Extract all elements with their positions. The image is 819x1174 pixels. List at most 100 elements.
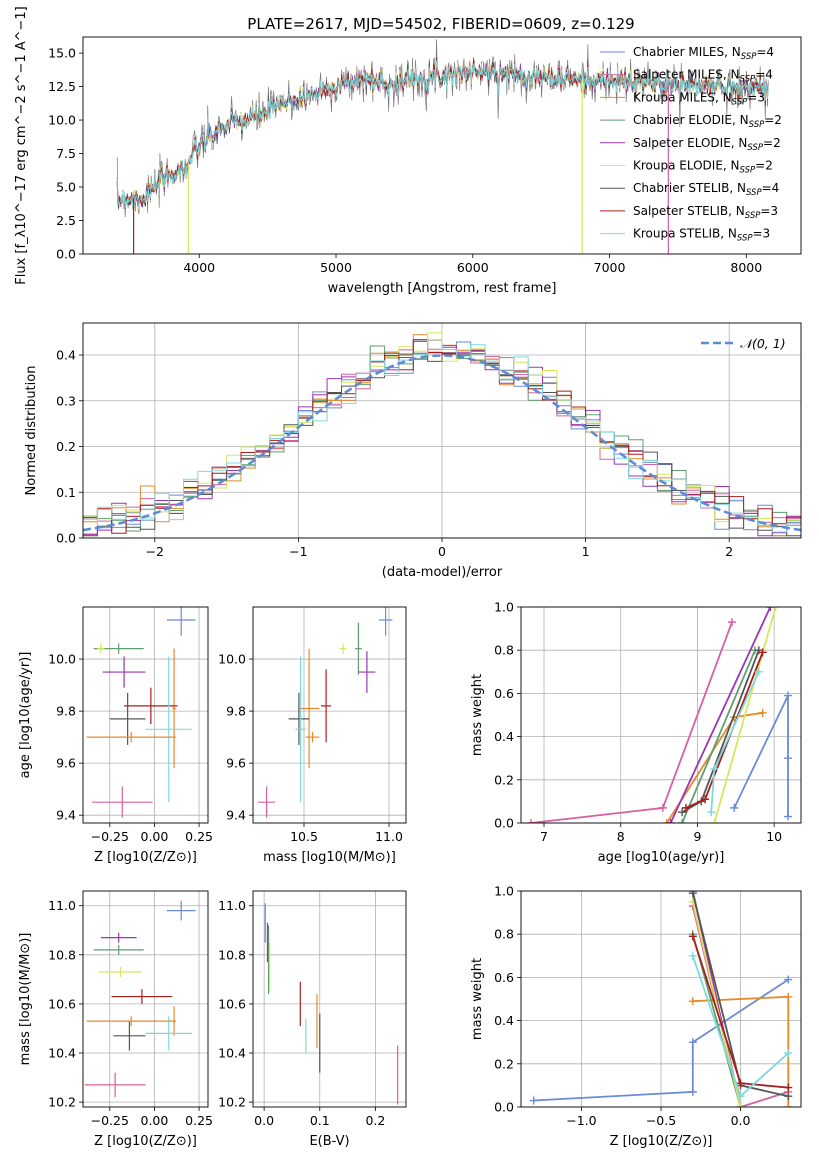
x-tick-label: 0.2: [365, 1113, 385, 1128]
weight-marker: [681, 803, 690, 812]
x-tick-label: 9: [693, 829, 701, 844]
axes-frame: [252, 890, 407, 1108]
y-tick-label: 10.4: [218, 1046, 246, 1061]
axes-frame: [520, 606, 802, 824]
panel-mass_vs_ebv: 0.0 0.1 0.2 10.2 10.4 10.6 10.8 11.0 E(B-V): [218, 890, 407, 1149]
y-tick-label: 0.3: [56, 393, 76, 408]
x-tick-label: 1: [582, 544, 590, 559]
y-tick-label: 0.0: [56, 531, 76, 546]
y-axis-label: mass weight: [470, 958, 485, 1040]
x-tick-label: 10: [766, 829, 782, 844]
weight-marker: [784, 1092, 793, 1101]
axes-frame: [252, 606, 407, 824]
legend-label: Chabrier MILES, NSSP=4: [633, 45, 774, 62]
weight-line-chabrier_miles: [733, 695, 789, 817]
y-tick-label: 15.0: [48, 46, 76, 61]
weight-marker: [736, 1103, 745, 1107]
plot-area: [529, 891, 793, 1107]
y-tick-label: 0.6: [494, 970, 514, 985]
y-tick-label: 10.8: [218, 947, 246, 962]
plot-area: [526, 607, 792, 823]
legend-label: 𝒩(0, 1): [740, 336, 786, 351]
weight-marker: [658, 803, 667, 812]
weight-line-kroupa_elodie: [713, 607, 777, 823]
y-tick-label: 1.0: [494, 600, 514, 615]
y-axis-label: Flux [f_λ10^−17 erg cm^−2 s^−1 A^−1]: [14, 6, 29, 284]
x-tick-label: 10.5: [290, 829, 318, 844]
spectrum-legend: Chabrier MILES, NSSP=4 Salpeter MILES, NS…: [600, 45, 782, 244]
axes-frame: [520, 890, 802, 1108]
y-tick-label: 0.4: [494, 1013, 514, 1028]
plot-area: [84, 900, 196, 1098]
y-tick-label: 10.6: [48, 996, 76, 1011]
legend-label: Kroupa MILES, NSSP=3: [633, 90, 765, 107]
panel-age_vs_mass: 10.5 11.0 9.4 9.6 9.8 10.0 mass [log10(M/M⊙)]: [218, 606, 407, 865]
weight-marker: [758, 708, 767, 717]
y-axis-label: Normed distribution: [24, 366, 39, 496]
x-tick-label: 5000: [320, 260, 352, 275]
x-tick-label: 0.1: [310, 1113, 330, 1128]
weight-line-salpeter_miles: [530, 621, 733, 823]
x-axis-label: age [log10(age/yr)]: [598, 850, 725, 865]
y-tick-label: 10.6: [218, 996, 246, 1011]
weight-marker: [688, 932, 697, 941]
x-axis-label: E(B-V): [309, 1134, 349, 1149]
y-tick-label: 0.8: [494, 643, 514, 658]
panel-weight_vs_Z: −1.0 −0.5 0.0 0.0 0.2 0.4 0.6 0.8 1.0 Z [log10(Z/…: [470, 884, 802, 1149]
weight-line-chabrier_elodie: [681, 649, 756, 823]
y-axis-label: mass [log10(M/M⊙)]: [18, 933, 33, 1066]
y-tick-label: 0.2: [494, 1056, 514, 1071]
plot-area: [264, 903, 399, 1105]
y-tick-label: 11.0: [48, 898, 76, 913]
y-tick-label: 5.0: [56, 180, 76, 195]
weight-marker: [783, 691, 792, 700]
legend-label: Salpeter ELODIE, NSSP=2: [633, 136, 781, 153]
weight-marker: [688, 997, 697, 1006]
weight-marker: [526, 819, 535, 823]
y-tick-label: 0.1: [56, 485, 76, 500]
figure-title: PLATE=2617, MJD=54502, FIBERID=0609, z=0…: [247, 15, 634, 33]
axes-frame: [82, 890, 209, 1108]
weight-marker: [688, 951, 697, 960]
x-tick-label: −0.5: [646, 1113, 676, 1128]
gaussian-curve: [83, 354, 801, 532]
weight-line-chabrier_miles: [533, 978, 789, 1102]
y-tick-label: 9.6: [226, 756, 246, 771]
y-tick-label: 10.4: [48, 1046, 76, 1061]
legend-label: Chabrier ELODIE, NSSP=2: [633, 113, 782, 130]
x-tick-label: 7000: [594, 260, 626, 275]
y-tick-label: 12.5: [48, 79, 76, 94]
weight-marker: [710, 819, 719, 823]
y-tick-label: 0.0: [56, 247, 76, 262]
axes-frame: [82, 36, 802, 255]
x-tick-label: 8: [617, 829, 625, 844]
weight-marker: [784, 975, 793, 984]
x-tick-label: 0: [438, 544, 446, 559]
y-tick-label: 9.8: [56, 704, 76, 719]
x-tick-label: 11.0: [375, 829, 403, 844]
weight-marker: [783, 812, 792, 821]
weight-marker: [754, 667, 763, 676]
y-tick-label: 9.6: [56, 756, 76, 771]
x-tick-label: 8000: [730, 260, 762, 275]
weight-marker: [736, 1079, 745, 1088]
x-tick-label: 0.0: [731, 1113, 751, 1128]
y-tick-label: 0.4: [494, 729, 514, 744]
x-tick-label: −2: [146, 544, 164, 559]
y-tick-label: 0.8: [494, 927, 514, 942]
y-axis-label: age [log10(age/yr)]: [18, 652, 33, 779]
weight-line-salpeter_elodie: [669, 607, 772, 823]
panel-age_vs_Z: −0.25 0.00 0.25 9.4 9.6 9.8 10.0 Z [log10(Z/Z⊙)…: [18, 606, 213, 865]
weight-marker: [662, 819, 671, 823]
plot-area: [258, 607, 393, 818]
x-tick-label: −0.25: [91, 829, 129, 844]
weight-marker: [758, 648, 767, 657]
x-tick-label: −1: [289, 544, 307, 559]
y-tick-label: 10.2: [218, 1095, 246, 1110]
y-tick-label: 0.2: [494, 772, 514, 787]
spectrum-line-kroupa_stelib: [116, 60, 769, 209]
axes-frame: [82, 606, 209, 824]
weight-marker: [701, 795, 710, 804]
y-tick-label: 10.0: [48, 113, 76, 128]
